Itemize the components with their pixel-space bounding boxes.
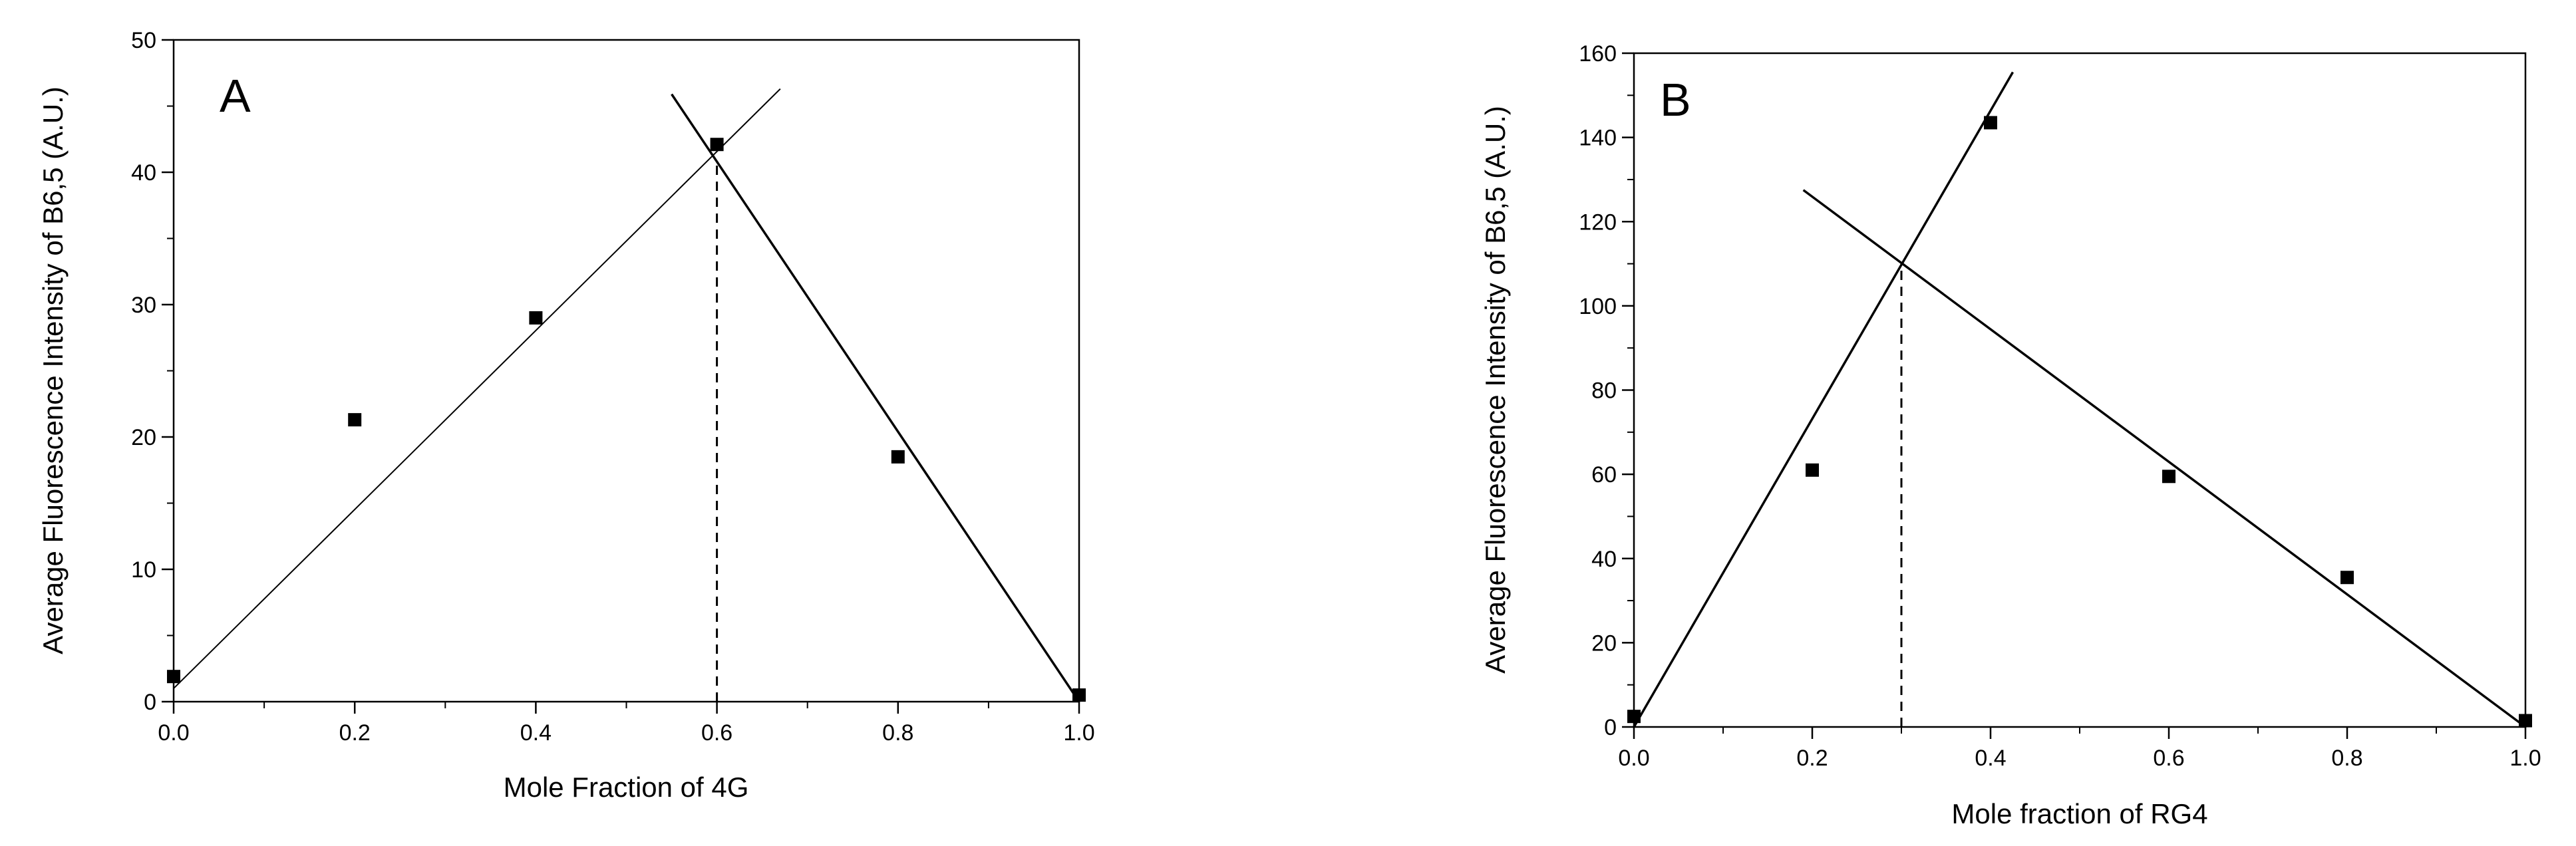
panel-b-y-tick-label: 0 xyxy=(1604,715,1617,740)
panel-b-y-tick-label: 160 xyxy=(1579,41,1617,67)
panel-b-data-points xyxy=(1627,116,2532,728)
panel-b-x-tick-label: 0.6 xyxy=(2153,746,2184,771)
panel-a-x-tick-label: 1.0 xyxy=(1063,720,1094,746)
panel-a-data-points xyxy=(167,138,1086,702)
panel-a-data-point-2 xyxy=(348,413,362,427)
panel-a-x-tick-label: 0.8 xyxy=(882,720,913,746)
panel-a-y-axis-title: Average Fluorescence Intensity of B6,5 (… xyxy=(37,86,69,654)
panel-b-x-tick-label: 0.0 xyxy=(1618,746,1649,771)
panel-a-y-ticks: 0 10 20 30 40 50 xyxy=(131,28,174,715)
panel-b-fit-line-2 xyxy=(1802,189,2527,728)
panel-b-y-ticks: 0 20 40 60 80 100 120 140 160 xyxy=(1579,41,1634,740)
panel-a-y-tick-label: 20 xyxy=(131,425,156,450)
panel-a-y-tick-label: 10 xyxy=(131,557,156,583)
panel-b-x-ticks: 0.0 0.2 0.4 0.6 0.8 1.0 xyxy=(1618,727,2541,771)
panel-a-x-tick-label: 0.2 xyxy=(339,720,371,746)
panel-a-x-tick-label: 0.6 xyxy=(701,720,732,746)
panel-b-data-point-4 xyxy=(2162,470,2175,484)
panel-a-data-point-4 xyxy=(710,138,724,152)
panel-b-y-tick-label: 120 xyxy=(1579,210,1617,235)
panel-b-letter: B xyxy=(1660,74,1691,126)
panel-b-data-point-3 xyxy=(1984,116,1997,130)
panel-b-y-tick-label: 140 xyxy=(1579,126,1617,151)
panel-a-y-tick-label: 30 xyxy=(131,293,156,318)
panel-b-y-tick-label: 20 xyxy=(1591,631,1617,656)
panel-a-fit-lines xyxy=(173,88,1080,702)
panel-b-x-tick-label: 0.2 xyxy=(1796,746,1828,771)
panel-a-fit-line-1 xyxy=(173,88,781,689)
panel-a-x-tick-label: 0.4 xyxy=(520,720,552,746)
panel-b-x-tick-label: 0.4 xyxy=(1975,746,2006,771)
panel-b-fit-lines xyxy=(1633,71,2527,728)
panel-b-data-point-6 xyxy=(2519,714,2532,728)
panel-b-y-axis-title: Average Fluorescence Intensity of B6,5 (… xyxy=(1480,106,1511,674)
panel-a-fit-line-2 xyxy=(671,93,1080,702)
panel-b-data-point-5 xyxy=(2340,571,2354,585)
panel-b-fit-line-1 xyxy=(1633,71,2014,728)
panel-a-y-tick-label: 0 xyxy=(144,690,156,715)
panel-b-x-tick-label: 1.0 xyxy=(2509,746,2541,771)
panel-b-y-tick-label: 60 xyxy=(1591,462,1617,488)
panel-b-data-point-1 xyxy=(1627,710,1641,724)
panel-a-x-tick-label: 0.0 xyxy=(158,720,189,746)
panel-b-y-tick-label: 80 xyxy=(1591,378,1617,404)
panel-b-x-tick-label: 0.8 xyxy=(2331,746,2362,771)
panel-a-data-point-3 xyxy=(529,311,543,325)
panel-b: 0.0 0.2 0.4 0.6 0.8 1.0 0 20 40 60 80 100 120 140 160… xyxy=(1480,41,2541,829)
panel-a-x-ticks: 0.0 0.2 0.4 0.6 0.8 1.0 xyxy=(158,702,1095,746)
panel-a-data-point-6 xyxy=(1072,688,1086,702)
panel-b-y-tick-label: 100 xyxy=(1579,294,1617,319)
panel-a-data-point-1 xyxy=(167,670,180,684)
panel-a-data-point-5 xyxy=(891,450,905,464)
panel-b-data-point-2 xyxy=(1806,463,1819,477)
panel-a-y-tick-label: 40 xyxy=(131,160,156,186)
panel-b-x-axis-title: Mole fraction of RG4 xyxy=(1951,798,2207,829)
panel-a-y-tick-label: 50 xyxy=(131,28,156,53)
panel-a-letter: A xyxy=(220,70,251,122)
panel-a: 0.0 0.2 0.4 0.6 0.8 1.0 0 10 20 30 40 50 A Mole Fr… xyxy=(37,28,1095,803)
panel-a-x-axis-title: Mole Fraction of 4G xyxy=(504,772,749,803)
panel-b-y-tick-label: 40 xyxy=(1591,547,1617,572)
